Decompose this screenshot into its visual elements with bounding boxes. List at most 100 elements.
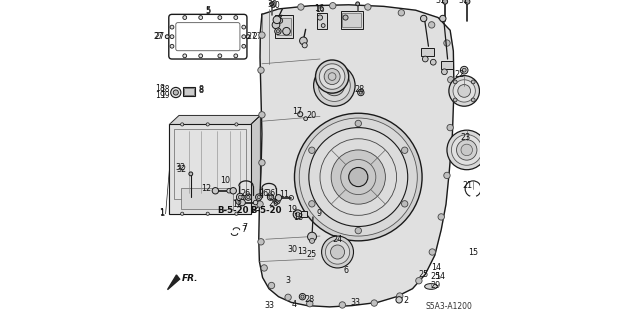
Circle shape: [321, 236, 353, 268]
Text: 8: 8: [198, 85, 203, 94]
Circle shape: [206, 123, 209, 126]
Text: 5: 5: [205, 6, 211, 15]
Circle shape: [331, 150, 385, 204]
Circle shape: [471, 98, 475, 102]
Circle shape: [420, 15, 427, 22]
Circle shape: [300, 118, 417, 236]
Circle shape: [339, 302, 346, 308]
Circle shape: [236, 197, 243, 205]
Text: 2: 2: [403, 296, 408, 305]
Bar: [170, 124, 251, 214]
Circle shape: [230, 188, 236, 194]
Text: 19: 19: [161, 91, 170, 100]
Text: 12: 12: [201, 184, 211, 193]
Text: B-5-20: B-5-20: [250, 206, 282, 215]
Circle shape: [283, 27, 291, 35]
Bar: [342, 13, 362, 27]
Text: 26: 26: [268, 199, 278, 208]
Text: 27: 27: [253, 32, 262, 41]
Circle shape: [212, 188, 218, 194]
Circle shape: [300, 37, 307, 45]
Text: 1: 1: [159, 208, 164, 217]
Circle shape: [170, 25, 174, 29]
Circle shape: [278, 15, 285, 22]
Bar: [174, 129, 246, 199]
Text: 6: 6: [344, 266, 349, 275]
Text: 28: 28: [354, 85, 364, 94]
Circle shape: [356, 2, 360, 6]
Circle shape: [274, 198, 280, 204]
Circle shape: [302, 43, 307, 48]
Text: 3: 3: [285, 276, 291, 285]
Text: 14: 14: [431, 263, 441, 272]
Text: 9: 9: [316, 209, 321, 218]
Text: 4: 4: [292, 300, 297, 309]
Bar: [180, 188, 233, 209]
Text: 31: 31: [458, 0, 468, 5]
Text: 12: 12: [232, 200, 242, 209]
Text: 18: 18: [161, 85, 170, 94]
Circle shape: [183, 16, 187, 19]
Ellipse shape: [424, 284, 437, 289]
Circle shape: [276, 30, 280, 33]
Circle shape: [324, 69, 340, 85]
Circle shape: [471, 80, 475, 84]
Circle shape: [401, 147, 408, 153]
Circle shape: [308, 147, 315, 153]
Circle shape: [397, 293, 403, 299]
Circle shape: [285, 294, 291, 300]
Circle shape: [440, 15, 446, 22]
Circle shape: [319, 70, 350, 101]
Circle shape: [242, 44, 246, 48]
Circle shape: [259, 32, 265, 38]
Circle shape: [371, 300, 378, 306]
Text: 30: 30: [287, 245, 298, 254]
Circle shape: [430, 59, 436, 65]
Circle shape: [447, 130, 486, 170]
Circle shape: [428, 22, 435, 28]
Circle shape: [183, 54, 187, 58]
Text: 25: 25: [307, 250, 317, 259]
Circle shape: [257, 196, 260, 199]
Bar: [422, 48, 434, 56]
Text: 7: 7: [242, 225, 247, 234]
Circle shape: [456, 140, 477, 160]
FancyBboxPatch shape: [169, 14, 247, 59]
Circle shape: [275, 195, 282, 201]
Text: 32: 32: [177, 165, 187, 174]
Circle shape: [180, 123, 184, 126]
Circle shape: [359, 91, 362, 94]
Circle shape: [235, 212, 238, 215]
Text: 27: 27: [246, 32, 257, 41]
Circle shape: [330, 3, 336, 9]
Circle shape: [261, 265, 268, 271]
Text: 18: 18: [156, 84, 166, 93]
Polygon shape: [170, 124, 251, 214]
Circle shape: [278, 18, 283, 23]
Circle shape: [234, 54, 237, 58]
Circle shape: [465, 0, 470, 4]
Circle shape: [242, 35, 246, 39]
Text: 10: 10: [220, 176, 230, 185]
Text: 16: 16: [314, 4, 324, 13]
Circle shape: [358, 89, 364, 96]
Circle shape: [447, 124, 453, 131]
Polygon shape: [170, 115, 260, 124]
Circle shape: [272, 21, 280, 29]
Circle shape: [444, 172, 450, 179]
Circle shape: [442, 69, 447, 75]
Text: 15: 15: [468, 248, 479, 257]
Circle shape: [180, 212, 184, 215]
Circle shape: [189, 172, 193, 176]
Circle shape: [324, 75, 344, 96]
Circle shape: [170, 44, 174, 48]
Circle shape: [173, 90, 179, 95]
Circle shape: [453, 98, 457, 102]
Text: 19: 19: [156, 91, 166, 100]
Text: 7: 7: [243, 223, 248, 232]
Circle shape: [355, 120, 362, 127]
Text: 23: 23: [460, 133, 470, 142]
Circle shape: [301, 295, 304, 298]
Circle shape: [321, 24, 325, 27]
Circle shape: [330, 245, 344, 259]
